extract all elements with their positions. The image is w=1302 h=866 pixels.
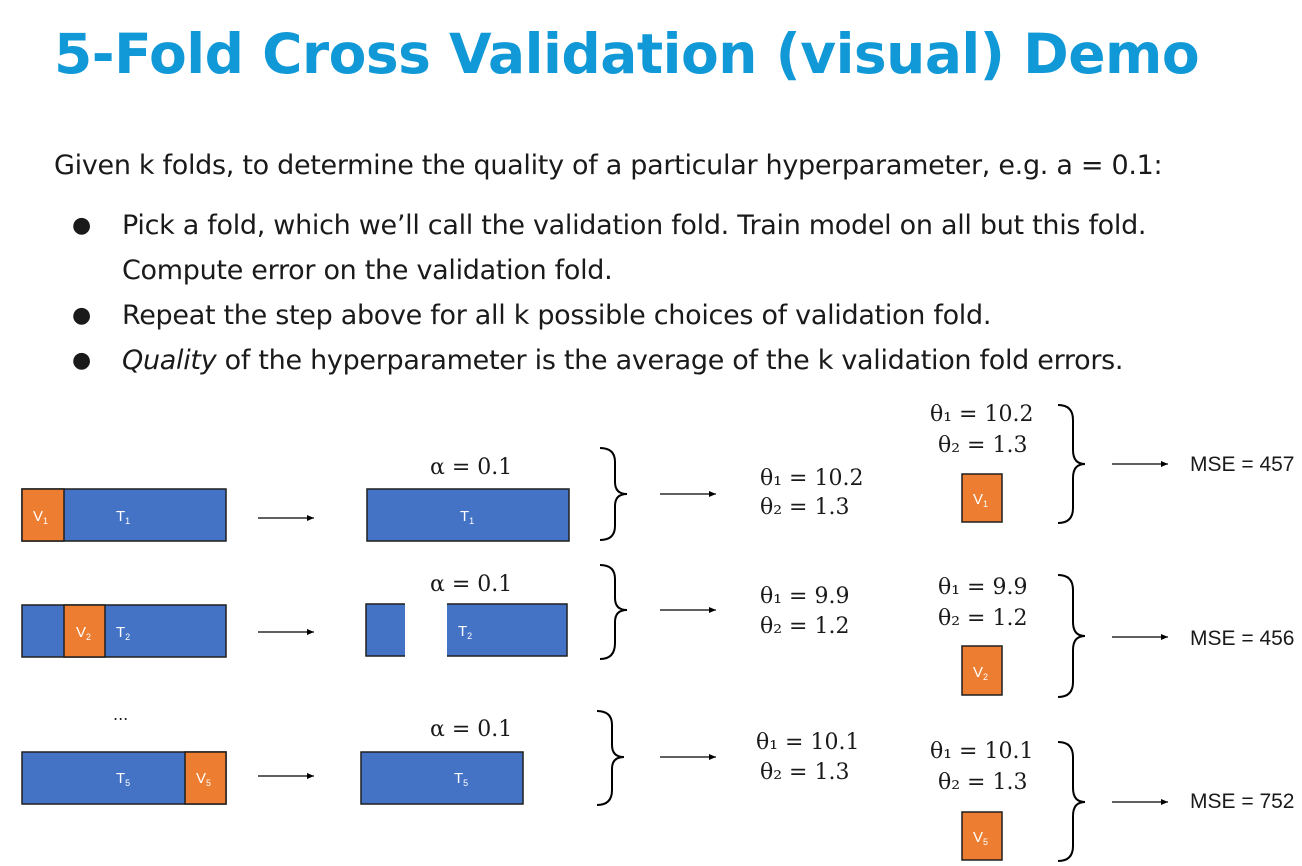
row-2-held-out-gap xyxy=(405,603,447,657)
row-2-eval-theta1: θ₁ = 9.9 xyxy=(938,575,1028,600)
row-5-alpha: α = 0.1 xyxy=(430,717,513,742)
row-1-train-label: T1 xyxy=(116,508,130,526)
row-5-train-label: T5 xyxy=(116,770,130,788)
row-2-dataset: V2 T2 xyxy=(21,604,227,658)
row-1-dataset: V1 T1 xyxy=(21,488,227,542)
row-2-brace-1 xyxy=(599,564,628,660)
row-1-train-only-block xyxy=(366,488,570,542)
row-2-brace-2 xyxy=(1057,574,1086,698)
row-1-training-set: T1 xyxy=(366,488,570,542)
row-2-alpha: α = 0.1 xyxy=(430,572,513,597)
row-5-fit-theta1: θ₁ = 10.1 xyxy=(756,730,860,755)
row-2-train-label: T2 xyxy=(116,624,130,642)
row-1-train-only-label: T1 xyxy=(460,508,474,526)
row-1-validation-block xyxy=(21,488,65,542)
row-5-validation-block xyxy=(184,751,227,805)
row-1-brace-1 xyxy=(599,447,628,541)
row-5-train-only-label: T5 xyxy=(454,770,468,788)
bullet-icon: ● xyxy=(72,348,91,373)
row-5-mse: MSE = 752 xyxy=(1190,790,1295,813)
bullet-1-line-2: Compute error on the validation fold. xyxy=(122,255,613,286)
row-1-eval-theta2: θ₂ = 1.3 xyxy=(938,433,1028,458)
row-2-train-block xyxy=(21,604,227,658)
row-5-eval-theta1: θ₁ = 10.1 xyxy=(930,739,1034,764)
row-1-brace-2 xyxy=(1057,404,1086,524)
bullet-3-text: of the hyperparameter is the average of … xyxy=(216,345,1124,376)
bullet-2-text: Repeat the step above for all k possible… xyxy=(122,300,992,331)
row-2-train-only-block xyxy=(365,603,568,657)
bullet-item-1: ● Pick a fold, which we’ll call the vali… xyxy=(70,203,1147,248)
bullet-item-3: ● Quality of the hyperparameter is the a… xyxy=(70,338,1146,383)
row-5-training-set: T5 xyxy=(360,751,524,805)
row-1-eval-val-label: V1 xyxy=(973,491,988,509)
bullet-1-line-1: Pick a fold, which we’ll call the valida… xyxy=(122,210,1147,241)
intro-text: Given k folds, to determine the quality … xyxy=(54,150,1163,181)
row-2-fit-theta2: θ₂ = 1.2 xyxy=(760,614,850,639)
row-2-fit-theta1: θ₁ = 9.9 xyxy=(760,584,850,609)
row-2-val-label: V2 xyxy=(76,624,91,642)
row-5-eval-validation-block xyxy=(961,811,1003,861)
row-2-eval-theta2: θ₂ = 1.2 xyxy=(938,606,1028,631)
row-2-training-set: T2 xyxy=(365,603,568,657)
row-5-train-only-block xyxy=(360,751,524,805)
bullet-item-1-continuation: Compute error on the validation fold. xyxy=(70,248,1146,293)
ellipsis: ... xyxy=(113,705,129,724)
row-1-fit-theta1: θ₁ = 10.2 xyxy=(760,466,864,491)
row-2-eval-val-label: V2 xyxy=(973,664,988,682)
row-5-eval-val-label: V5 xyxy=(973,829,988,847)
row-1-eval-validation-block xyxy=(961,473,1003,523)
row-5-val-label: V5 xyxy=(196,770,211,788)
bullet-icon: ● xyxy=(72,303,91,328)
row-1-val-label: V1 xyxy=(33,508,48,526)
bullet-3-emphasis: Quality xyxy=(122,345,217,376)
row-5-brace-2 xyxy=(1057,741,1086,862)
row-5-fit-theta2: θ₂ = 1.3 xyxy=(760,760,850,785)
bullet-item-2: ● Repeat the step above for all k possib… xyxy=(70,293,1146,338)
row-1-eval-theta1: θ₁ = 10.2 xyxy=(930,402,1034,427)
row-2-mse: MSE = 456 xyxy=(1190,627,1295,650)
row-2-train-only-label: T2 xyxy=(458,623,472,641)
row-5-eval-theta2: θ₂ = 1.3 xyxy=(938,770,1028,795)
row-1-alpha: α = 0.1 xyxy=(430,455,513,480)
row-2-eval-validation-block xyxy=(961,645,1003,696)
row-1-fit-theta2: θ₂ = 1.3 xyxy=(760,495,850,520)
row-5-dataset: V5 T5 xyxy=(21,751,227,805)
row-2-validation-block xyxy=(63,604,106,658)
row-5-brace-1 xyxy=(596,710,625,806)
bullet-list: ● Pick a fold, which we’ll call the vali… xyxy=(70,203,1147,383)
slide-title: 5-Fold Cross Validation (visual) Demo xyxy=(54,22,1200,86)
row-1-mse: MSE = 457 xyxy=(1190,453,1295,476)
bullet-icon: ● xyxy=(72,213,91,238)
